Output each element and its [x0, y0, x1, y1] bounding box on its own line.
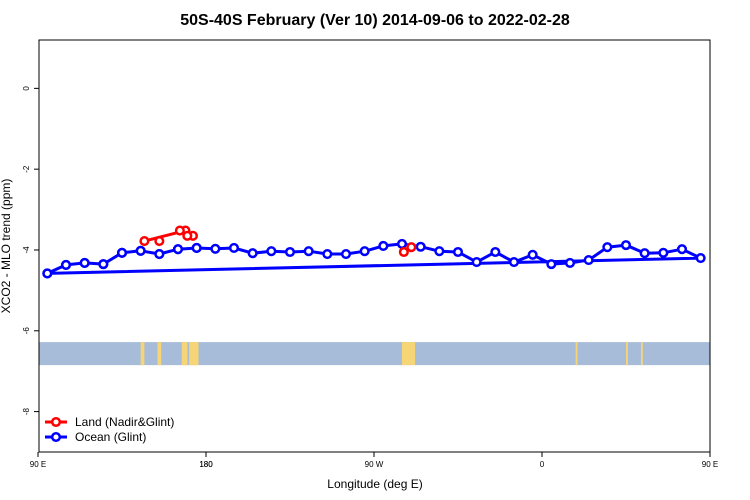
data-point-ocean	[583, 255, 594, 266]
data-point-ocean	[695, 253, 706, 264]
y-tick-label: -4	[22, 246, 31, 254]
data-point-ocean	[434, 246, 445, 257]
series-layer	[42, 225, 706, 279]
map-ocean	[39, 342, 710, 366]
map-land	[640, 342, 643, 366]
y-tick-label: -6	[22, 327, 31, 335]
x-tick-label: 90 W	[365, 460, 384, 469]
data-point-land	[182, 230, 193, 241]
map-land	[157, 342, 162, 366]
data-point-ocean	[508, 257, 520, 268]
data-point-land	[154, 236, 165, 247]
legend-marker-ocean	[50, 431, 62, 443]
x-tick-label: 180	[199, 460, 213, 469]
data-point-ocean	[135, 245, 146, 256]
data-point-ocean	[639, 248, 650, 259]
data-point-land	[139, 236, 150, 247]
data-point-ocean	[322, 248, 333, 260]
data-point-ocean	[266, 246, 277, 257]
x-tick-label: 90 E	[702, 460, 718, 469]
map-land	[189, 342, 197, 366]
series-land	[139, 225, 417, 258]
data-point-ocean	[378, 240, 389, 251]
data-point-ocean	[396, 238, 408, 249]
data-point-ocean	[42, 268, 53, 279]
map-land	[402, 342, 416, 366]
map-land	[140, 342, 145, 366]
data-point-ocean	[154, 248, 165, 260]
x-axis-label: Longitude (deg E)	[327, 477, 422, 491]
y-tick-label: -8	[22, 407, 31, 415]
map-strip	[39, 342, 710, 366]
data-point-ocean	[676, 244, 688, 255]
data-point-ocean	[602, 242, 613, 253]
data-point-ocean	[452, 246, 464, 258]
data-point-ocean	[210, 243, 221, 254]
legend: Land (Nadir&Glint)Ocean (Glint)	[45, 415, 174, 444]
data-point-ocean	[60, 259, 72, 270]
data-point-ocean	[191, 242, 202, 254]
map-land	[575, 342, 578, 366]
data-point-ocean	[620, 240, 632, 251]
y-axis-label: XCO2 - MLO trend (ppm)	[0, 179, 13, 314]
x-tick-label: 90 E	[30, 460, 46, 469]
data-point-ocean	[98, 259, 109, 270]
data-point-ocean	[546, 259, 557, 270]
legend-marker-land	[50, 416, 62, 428]
data-point-ocean	[172, 244, 184, 255]
data-point-ocean	[228, 242, 240, 254]
chart-title: 50S-40S February (Ver 10) 2014-09-06 to …	[180, 12, 570, 29]
data-point-ocean	[490, 246, 501, 258]
series-ocean	[42, 238, 706, 279]
data-point-ocean	[658, 247, 669, 258]
data-point-ocean	[79, 257, 90, 268]
data-point-ocean	[564, 257, 576, 268]
y-tick-label: -2	[22, 165, 31, 173]
data-point-ocean	[359, 246, 370, 257]
data-point-ocean	[340, 248, 352, 260]
data-point-ocean	[116, 247, 128, 258]
data-point-ocean	[471, 257, 482, 268]
map-land	[626, 342, 628, 366]
legend-label-land: Land (Nadir&Glint)	[75, 415, 174, 429]
data-point-ocean	[415, 241, 426, 252]
data-point-ocean	[527, 249, 538, 260]
y-tick-label: 0	[22, 86, 31, 91]
data-point-ocean	[303, 246, 314, 257]
y-axis: 0 -2 -4 -6 -8	[22, 86, 39, 415]
legend-label-ocean: Ocean (Glint)	[75, 430, 146, 444]
data-point-land	[406, 242, 417, 253]
data-point-land	[174, 225, 185, 236]
x-tick-label: 180	[199, 460, 213, 469]
data-point-land	[398, 246, 409, 258]
map-land	[181, 342, 188, 366]
x-tick-label: 0	[540, 460, 545, 469]
data-point-ocean	[247, 248, 258, 259]
data-point-ocean	[284, 246, 296, 258]
